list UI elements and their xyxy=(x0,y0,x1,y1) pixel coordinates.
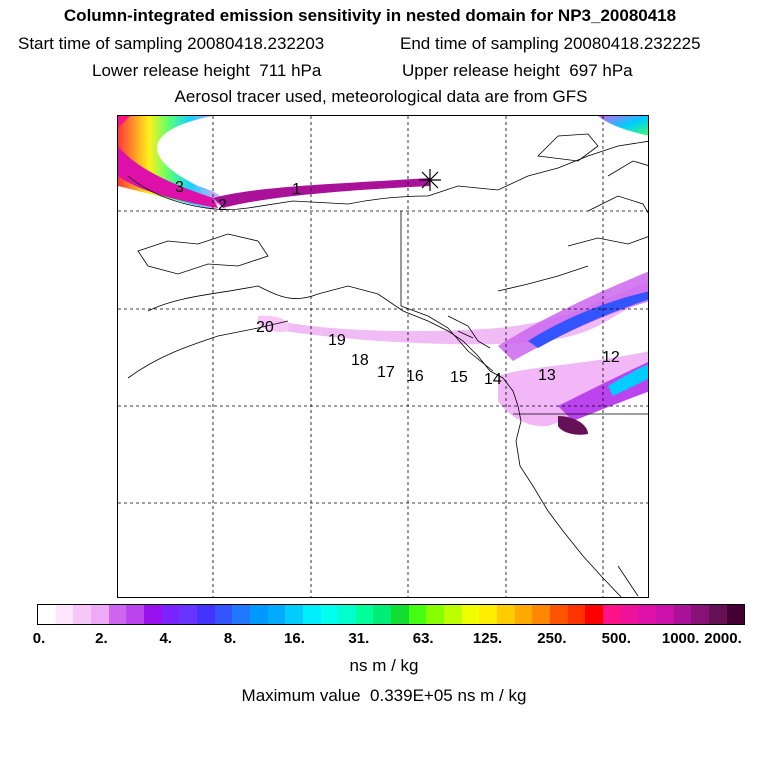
start-time-label: Start time of sampling xyxy=(18,34,183,53)
time-label: 17 xyxy=(377,364,395,381)
sensitivity-field xyxy=(118,116,648,435)
colorbar-tick-label: 16. xyxy=(284,630,305,647)
colorbar-tick-label: 500. xyxy=(601,630,631,647)
colorbar-segment xyxy=(302,605,321,624)
time-label: 12 xyxy=(602,349,620,366)
colorbar-segment xyxy=(55,605,74,624)
time-label: 3 xyxy=(175,179,184,196)
colorbar-segment xyxy=(179,605,197,624)
colorbar-segment xyxy=(444,605,462,624)
colorbar-segment xyxy=(338,605,356,624)
latlon-grid xyxy=(118,116,648,597)
coastlines xyxy=(127,133,648,597)
max-units: ns m / kg xyxy=(457,686,527,705)
time-label: 16 xyxy=(406,368,424,385)
start-time: Start time of sampling 20080418.232203 xyxy=(18,34,324,54)
colorbar-segment xyxy=(38,605,56,624)
colorbar-segment xyxy=(90,605,109,624)
colorbar-tick-label: 4. xyxy=(159,630,172,647)
colorbar-segment xyxy=(603,605,621,624)
colorbar-segment xyxy=(214,605,233,624)
start-time-value: 20080418.232203 xyxy=(187,34,325,53)
max-value: 0.339E+05 xyxy=(370,686,453,705)
colorbar-tick-label: 63. xyxy=(412,630,434,647)
time-label: 2 xyxy=(218,197,227,214)
chart-title: Column-integrated emission sensitivity i… xyxy=(63,6,677,25)
tracer-line: Aerosol tracer used, meteorological data… xyxy=(174,87,588,106)
time-label: 1 xyxy=(292,181,301,198)
colorbar-segment xyxy=(285,605,303,624)
colorbar-segment xyxy=(267,605,286,624)
colorbar-tick-label: 1000. xyxy=(661,630,700,647)
map-canvas: 1 2 3 12 13 14 15 16 17 18 19 20 xyxy=(118,116,648,597)
colorbar-segment xyxy=(620,605,639,624)
colorbar-segment xyxy=(426,605,445,624)
colorbar-segment xyxy=(691,605,709,624)
upper-release-label: Upper release height xyxy=(402,61,560,80)
colorbar-segment xyxy=(550,605,568,624)
colorbar-segment xyxy=(196,605,215,624)
colorbar-segment xyxy=(461,605,480,624)
colorbar-segment xyxy=(143,605,162,624)
colorbar-segment xyxy=(726,605,745,624)
colorbar-segment xyxy=(673,605,692,624)
upper-release-height: Upper release height 697 hPa xyxy=(402,61,633,81)
colorbar-segment xyxy=(320,605,339,624)
lower-release-height: Lower release height 711 hPa xyxy=(92,61,321,81)
end-time: End time of sampling 20080418.232225 xyxy=(400,34,701,54)
colorbar-segment xyxy=(126,605,144,624)
time-label: 15 xyxy=(450,369,468,386)
colorbar-segment xyxy=(532,605,551,624)
colorbar-tick-label: 2. xyxy=(95,630,108,647)
colorbar-segment xyxy=(514,605,533,624)
colorbar-segment xyxy=(567,605,586,624)
colorbar-tick-label: 125. xyxy=(472,630,503,647)
upper-release-value: 697 hPa xyxy=(569,61,633,80)
end-time-value: 20080418.232225 xyxy=(563,34,701,53)
colorbar xyxy=(37,604,745,625)
colorbar-segment xyxy=(655,605,674,624)
lower-release-value: 711 hPa xyxy=(259,61,322,80)
colorbar-units: ns m / kg xyxy=(349,656,419,675)
colorbar-segment xyxy=(408,605,427,624)
colorbar-segment xyxy=(497,605,515,624)
time-label: 20 xyxy=(256,319,274,336)
colorbar-segment xyxy=(355,605,374,624)
boundaries xyxy=(400,211,648,415)
max-label: Maximum value xyxy=(241,686,361,705)
colorbar-tick-label: 31. xyxy=(348,630,370,647)
colorbar-segment xyxy=(108,605,127,624)
time-label: 13 xyxy=(538,367,556,384)
map-panel: 1 2 3 12 13 14 15 16 17 18 19 20 xyxy=(117,115,649,598)
colorbar-segment xyxy=(585,605,603,624)
colorbar-segment xyxy=(73,605,91,624)
time-label: 14 xyxy=(484,371,502,388)
lower-release-label: Lower release height xyxy=(92,61,250,80)
end-time-label: End time of sampling xyxy=(400,34,559,53)
maximum-value-line: Maximum value 0.339E+05 ns m / kg xyxy=(0,686,768,706)
colorbar-segment xyxy=(161,605,180,624)
colorbar-tick-label: 250. xyxy=(537,630,567,647)
colorbar-segment xyxy=(391,605,409,624)
colorbar-tick-label: 2000. xyxy=(704,630,742,647)
asterisk-marker xyxy=(419,169,441,191)
colorbar-segment xyxy=(373,605,392,624)
time-label: 19 xyxy=(328,332,346,349)
colorbar-segment xyxy=(249,605,268,624)
colorbar-segment xyxy=(479,605,498,624)
time-label: 18 xyxy=(351,352,369,369)
colorbar-segment xyxy=(638,605,656,624)
colorbar-tick-label: 0. xyxy=(32,630,46,647)
colorbar-segment xyxy=(708,605,727,624)
colorbar-tick-label: 8. xyxy=(223,630,237,647)
colorbar-segment xyxy=(232,605,250,624)
